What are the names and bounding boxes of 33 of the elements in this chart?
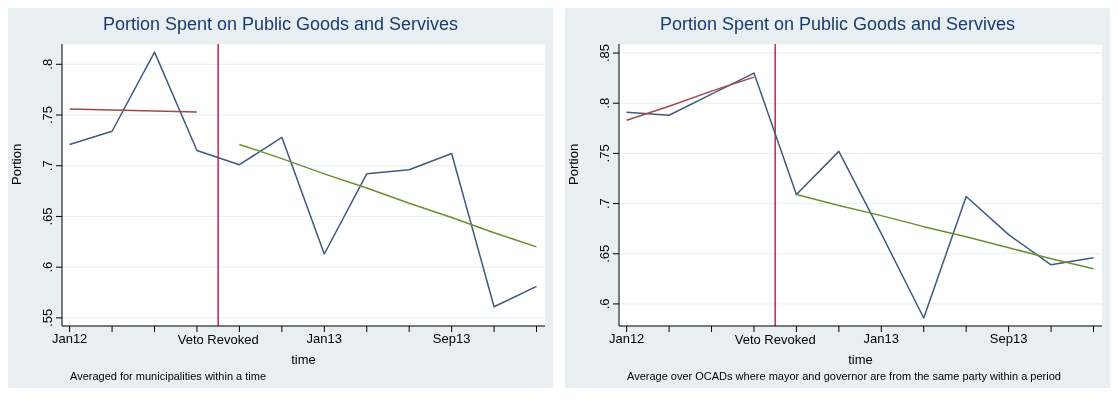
y-tick-label: .6 xyxy=(597,298,612,310)
line-series xyxy=(68,51,538,308)
line-series xyxy=(625,72,1095,319)
y-tick-label: .75 xyxy=(40,105,55,125)
y-axis-title: Portion xyxy=(8,143,24,185)
y-tick-label: .75 xyxy=(597,144,612,163)
chart-title: Portion Spent on Public Goods and Servives xyxy=(658,13,1017,36)
y-tick-label: .7 xyxy=(597,198,612,209)
chart-title: Portion Spent on Public Goods and Servives xyxy=(101,13,460,36)
y-tick-label: .7 xyxy=(40,160,55,172)
y-tick-label: .55 xyxy=(40,308,55,327)
text: Averaged for municipalities within a time xyxy=(69,370,268,382)
y-tick-label: .8 xyxy=(40,58,55,70)
x-tick-label: Sep13 xyxy=(432,331,471,347)
y-tick-label: .6 xyxy=(40,261,55,273)
x-axis-title: time xyxy=(848,352,873,367)
x-axis-title: time xyxy=(291,352,316,367)
text: Veto Revoked xyxy=(177,332,259,348)
y-tick-label: .85 xyxy=(597,43,612,63)
x-tick-label: Jan13 xyxy=(306,331,343,347)
x-tick-label: Jan12 xyxy=(608,331,645,347)
text: Average over OCADs where mayor and governor are from the same party within a period xyxy=(626,370,1062,382)
text: Veto Revoked xyxy=(734,332,816,348)
line-series xyxy=(238,143,538,248)
y-tick-label: .8 xyxy=(597,97,612,109)
y-tick-label: .65 xyxy=(40,207,55,226)
line-series xyxy=(795,193,1095,270)
x-tick-label: Sep13 xyxy=(989,331,1028,347)
y-axis-title: Portion xyxy=(565,143,581,185)
line-series xyxy=(625,76,755,122)
x-tick-label: Jan13 xyxy=(863,331,900,347)
x-tick-label: Jan12 xyxy=(51,331,88,347)
y-tick-label: .65 xyxy=(597,244,612,263)
